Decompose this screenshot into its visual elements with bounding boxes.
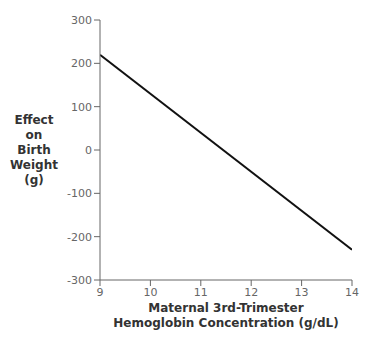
svg-text:13: 13 — [295, 286, 309, 299]
svg-text:0: 0 — [85, 144, 92, 157]
svg-text:200: 200 — [71, 57, 92, 70]
svg-text:EffectonBirthWeight(g): EffectonBirthWeight(g) — [10, 113, 58, 187]
svg-text:11: 11 — [194, 286, 208, 299]
svg-text:14: 14 — [345, 286, 359, 299]
svg-text:-100: -100 — [67, 187, 92, 200]
svg-text:Maternal 3rd-TrimesterHemoglob: Maternal 3rd-TrimesterHemoglobin Concent… — [113, 301, 338, 330]
svg-text:-200: -200 — [67, 231, 92, 244]
svg-text:-300: -300 — [67, 274, 92, 287]
svg-text:300: 300 — [71, 14, 92, 27]
svg-text:10: 10 — [143, 286, 157, 299]
svg-text:100: 100 — [71, 101, 92, 114]
svg-text:9: 9 — [97, 286, 104, 299]
svg-text:12: 12 — [244, 286, 258, 299]
